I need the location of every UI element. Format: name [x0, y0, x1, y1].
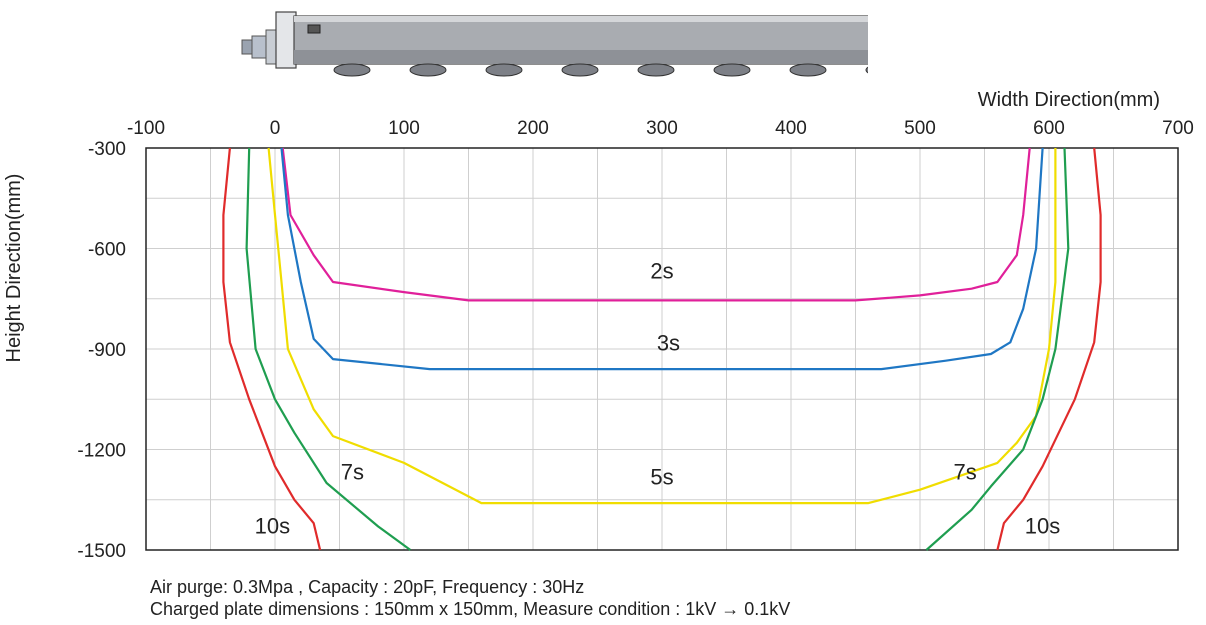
x-axis-tick-labels: -100 0 100 200 300 400 500 600 700	[127, 118, 1194, 139]
chart-grid	[146, 148, 1178, 550]
curve-label: 7s	[341, 460, 364, 485]
series-line-3s	[280, 147, 1044, 371]
plot-area-frame	[145, 147, 1179, 551]
y-tick-label: -900	[88, 340, 126, 361]
series-line-10s	[222, 147, 322, 551]
y-tick-label: -600	[88, 240, 126, 261]
x-axis-title: Width Direction(mm)	[978, 89, 1160, 111]
series-layer	[222, 147, 1102, 551]
curve-label: 10s	[255, 513, 290, 538]
y-tick-label: -1200	[77, 441, 126, 462]
series-line-7s	[245, 147, 412, 551]
y-tick-label: -1500	[77, 541, 126, 562]
x-tick-label: 600	[1033, 118, 1065, 139]
x-tick-label: 0	[270, 118, 281, 139]
y-axis-tick-labels: -300 -600 -900 -1200 -1500	[77, 139, 126, 562]
curve-label: 10s	[1025, 513, 1060, 538]
x-tick-label: -100	[127, 118, 165, 139]
curve-label: 7s	[954, 460, 977, 485]
series-line-2s	[281, 147, 1031, 302]
curve-label: 5s	[650, 465, 673, 490]
x-tick-label: 400	[775, 118, 807, 139]
curve-labels: 2s 3s 5s 7s 7s 10s 10s	[255, 259, 1061, 539]
series-line-10s-right	[996, 147, 1102, 551]
x-tick-label: 300	[646, 118, 678, 139]
series-line-5s	[267, 147, 1057, 505]
y-tick-label: -300	[88, 139, 126, 160]
conditions-note-line-1: Air purge: 0.3Mpa , Capacity : 20pF, Fre…	[150, 577, 585, 597]
curve-label: 2s	[650, 259, 673, 284]
x-tick-label: 100	[388, 118, 420, 139]
ionizer-bar-illustration	[241, 11, 868, 77]
curve-label: 3s	[657, 331, 680, 356]
x-tick-label: 700	[1162, 118, 1194, 139]
x-tick-label: 500	[904, 118, 936, 139]
x-tick-label: 200	[517, 118, 549, 139]
series-line-7s-right	[925, 147, 1070, 551]
y-axis-title: Height Direction(mm)	[3, 174, 25, 363]
conditions-note-line-2: Charged plate dimensions : 150mm x 150mm…	[150, 599, 791, 619]
